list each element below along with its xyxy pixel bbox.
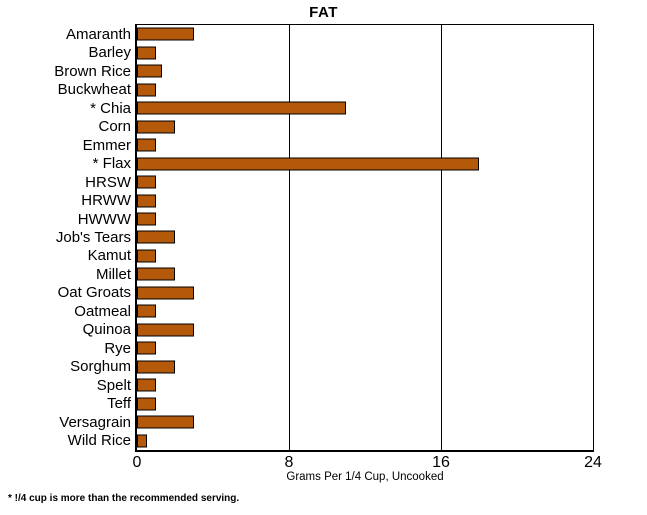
bar-rye — [137, 341, 156, 355]
bar-row-teff — [137, 395, 593, 413]
bar-hrww — [137, 194, 156, 208]
y-label-teff: Teff — [107, 395, 131, 413]
bar-emmer — [137, 138, 156, 152]
x-tick-label-8: 8 — [284, 454, 294, 471]
plot-border-top — [135, 24, 594, 25]
bar-row-hrww — [137, 191, 593, 209]
bar-amaranth — [137, 27, 194, 41]
bar-chia — [137, 101, 346, 115]
y-label-kamut: Kamut — [87, 247, 131, 265]
bar-row-kamut — [137, 247, 593, 265]
bar-millet — [137, 267, 175, 281]
y-label-hrww: HRWW — [81, 192, 131, 210]
bar-job-s-tears — [137, 230, 175, 244]
bar-wild-rice — [137, 434, 147, 448]
bar-corn — [137, 120, 175, 134]
bar-versagrain — [137, 415, 194, 429]
x-axis-title: Grams Per 1/4 Cup, Uncooked — [286, 471, 444, 483]
bar-row-rye — [137, 339, 593, 357]
y-label-sorghum: Sorghum — [70, 358, 131, 376]
y-label-brown-rice: Brown Rice — [54, 62, 131, 80]
chart-title: FAT — [309, 4, 338, 21]
y-label-buckwheat: Buckwheat — [57, 81, 131, 99]
bar-row-buckwheat — [137, 80, 593, 98]
y-label-amaranth: Amaranth — [65, 25, 131, 43]
gridline-16 — [441, 25, 442, 450]
bar-brown-rice — [137, 64, 162, 78]
bar-row-versagrain — [137, 413, 593, 431]
bar-row-brown-rice — [137, 62, 593, 80]
bar-row-millet — [137, 265, 593, 283]
x-tick-label-0: 0 — [132, 454, 142, 471]
bar-oat-groats — [137, 286, 194, 300]
y-label-hrsw: HRSW — [85, 173, 131, 191]
chart-footnote: * !/4 cup is more than the recommended s… — [8, 493, 240, 504]
y-label-chia: * Chia — [90, 99, 131, 117]
bar-row-corn — [137, 117, 593, 135]
y-axis-labels: Amaranth Barley Brown Rice Buckwheat * Chia C… — [0, 25, 131, 450]
y-label-emmer: Emmer — [82, 136, 131, 154]
y-label-corn: Corn — [98, 118, 131, 136]
bar-quinoa — [137, 323, 194, 337]
bar-hwww — [137, 212, 156, 226]
y-label-wild-rice: Wild Rice — [67, 432, 131, 450]
y-axis-line — [135, 24, 137, 452]
bar-row-oat-groats — [137, 284, 593, 302]
y-label-job-s-tears: Job's Tears — [55, 228, 131, 246]
gridline-8 — [289, 25, 290, 450]
bar-buckwheat — [137, 83, 156, 97]
bar-row-spelt — [137, 376, 593, 394]
bar-barley — [137, 46, 156, 60]
bar-row-emmer — [137, 136, 593, 154]
bar-row-chia — [137, 99, 593, 117]
y-label-oatmeal: Oatmeal — [74, 302, 131, 320]
y-label-flax: * Flax — [92, 155, 131, 173]
bar-oatmeal — [137, 304, 156, 318]
x-tick-label-24: 24 — [584, 454, 602, 471]
y-label-quinoa: Quinoa — [82, 321, 131, 339]
bar-row-wild-rice — [137, 432, 593, 450]
bar-spelt — [137, 378, 156, 392]
bar-row-sorghum — [137, 358, 593, 376]
bar-row-job-s-tears — [137, 228, 593, 246]
plot-area — [137, 25, 593, 450]
y-label-oat-groats: Oat Groats — [57, 284, 131, 302]
bar-row-hwww — [137, 210, 593, 228]
x-tick-label-16: 16 — [432, 454, 450, 471]
bar-row-quinoa — [137, 321, 593, 339]
bar-kamut — [137, 249, 156, 263]
bar-teff — [137, 397, 156, 411]
y-label-rye: Rye — [104, 339, 131, 357]
x-axis-line — [135, 450, 594, 452]
bar-row-amaranth — [137, 25, 593, 43]
bar-flax — [137, 157, 479, 171]
y-label-barley: Barley — [88, 44, 131, 62]
bar-hrsw — [137, 175, 156, 189]
bar-row-barley — [137, 43, 593, 61]
y-label-hwww: HWWW — [77, 210, 131, 228]
y-label-millet: Millet — [95, 265, 131, 283]
bar-sorghum — [137, 360, 175, 374]
y-label-spelt: Spelt — [96, 376, 131, 394]
y-label-versagrain: Versagrain — [59, 413, 131, 431]
plot-border-right — [593, 24, 594, 451]
bar-row-oatmeal — [137, 302, 593, 320]
bar-row-flax — [137, 154, 593, 172]
bar-row-hrsw — [137, 173, 593, 191]
